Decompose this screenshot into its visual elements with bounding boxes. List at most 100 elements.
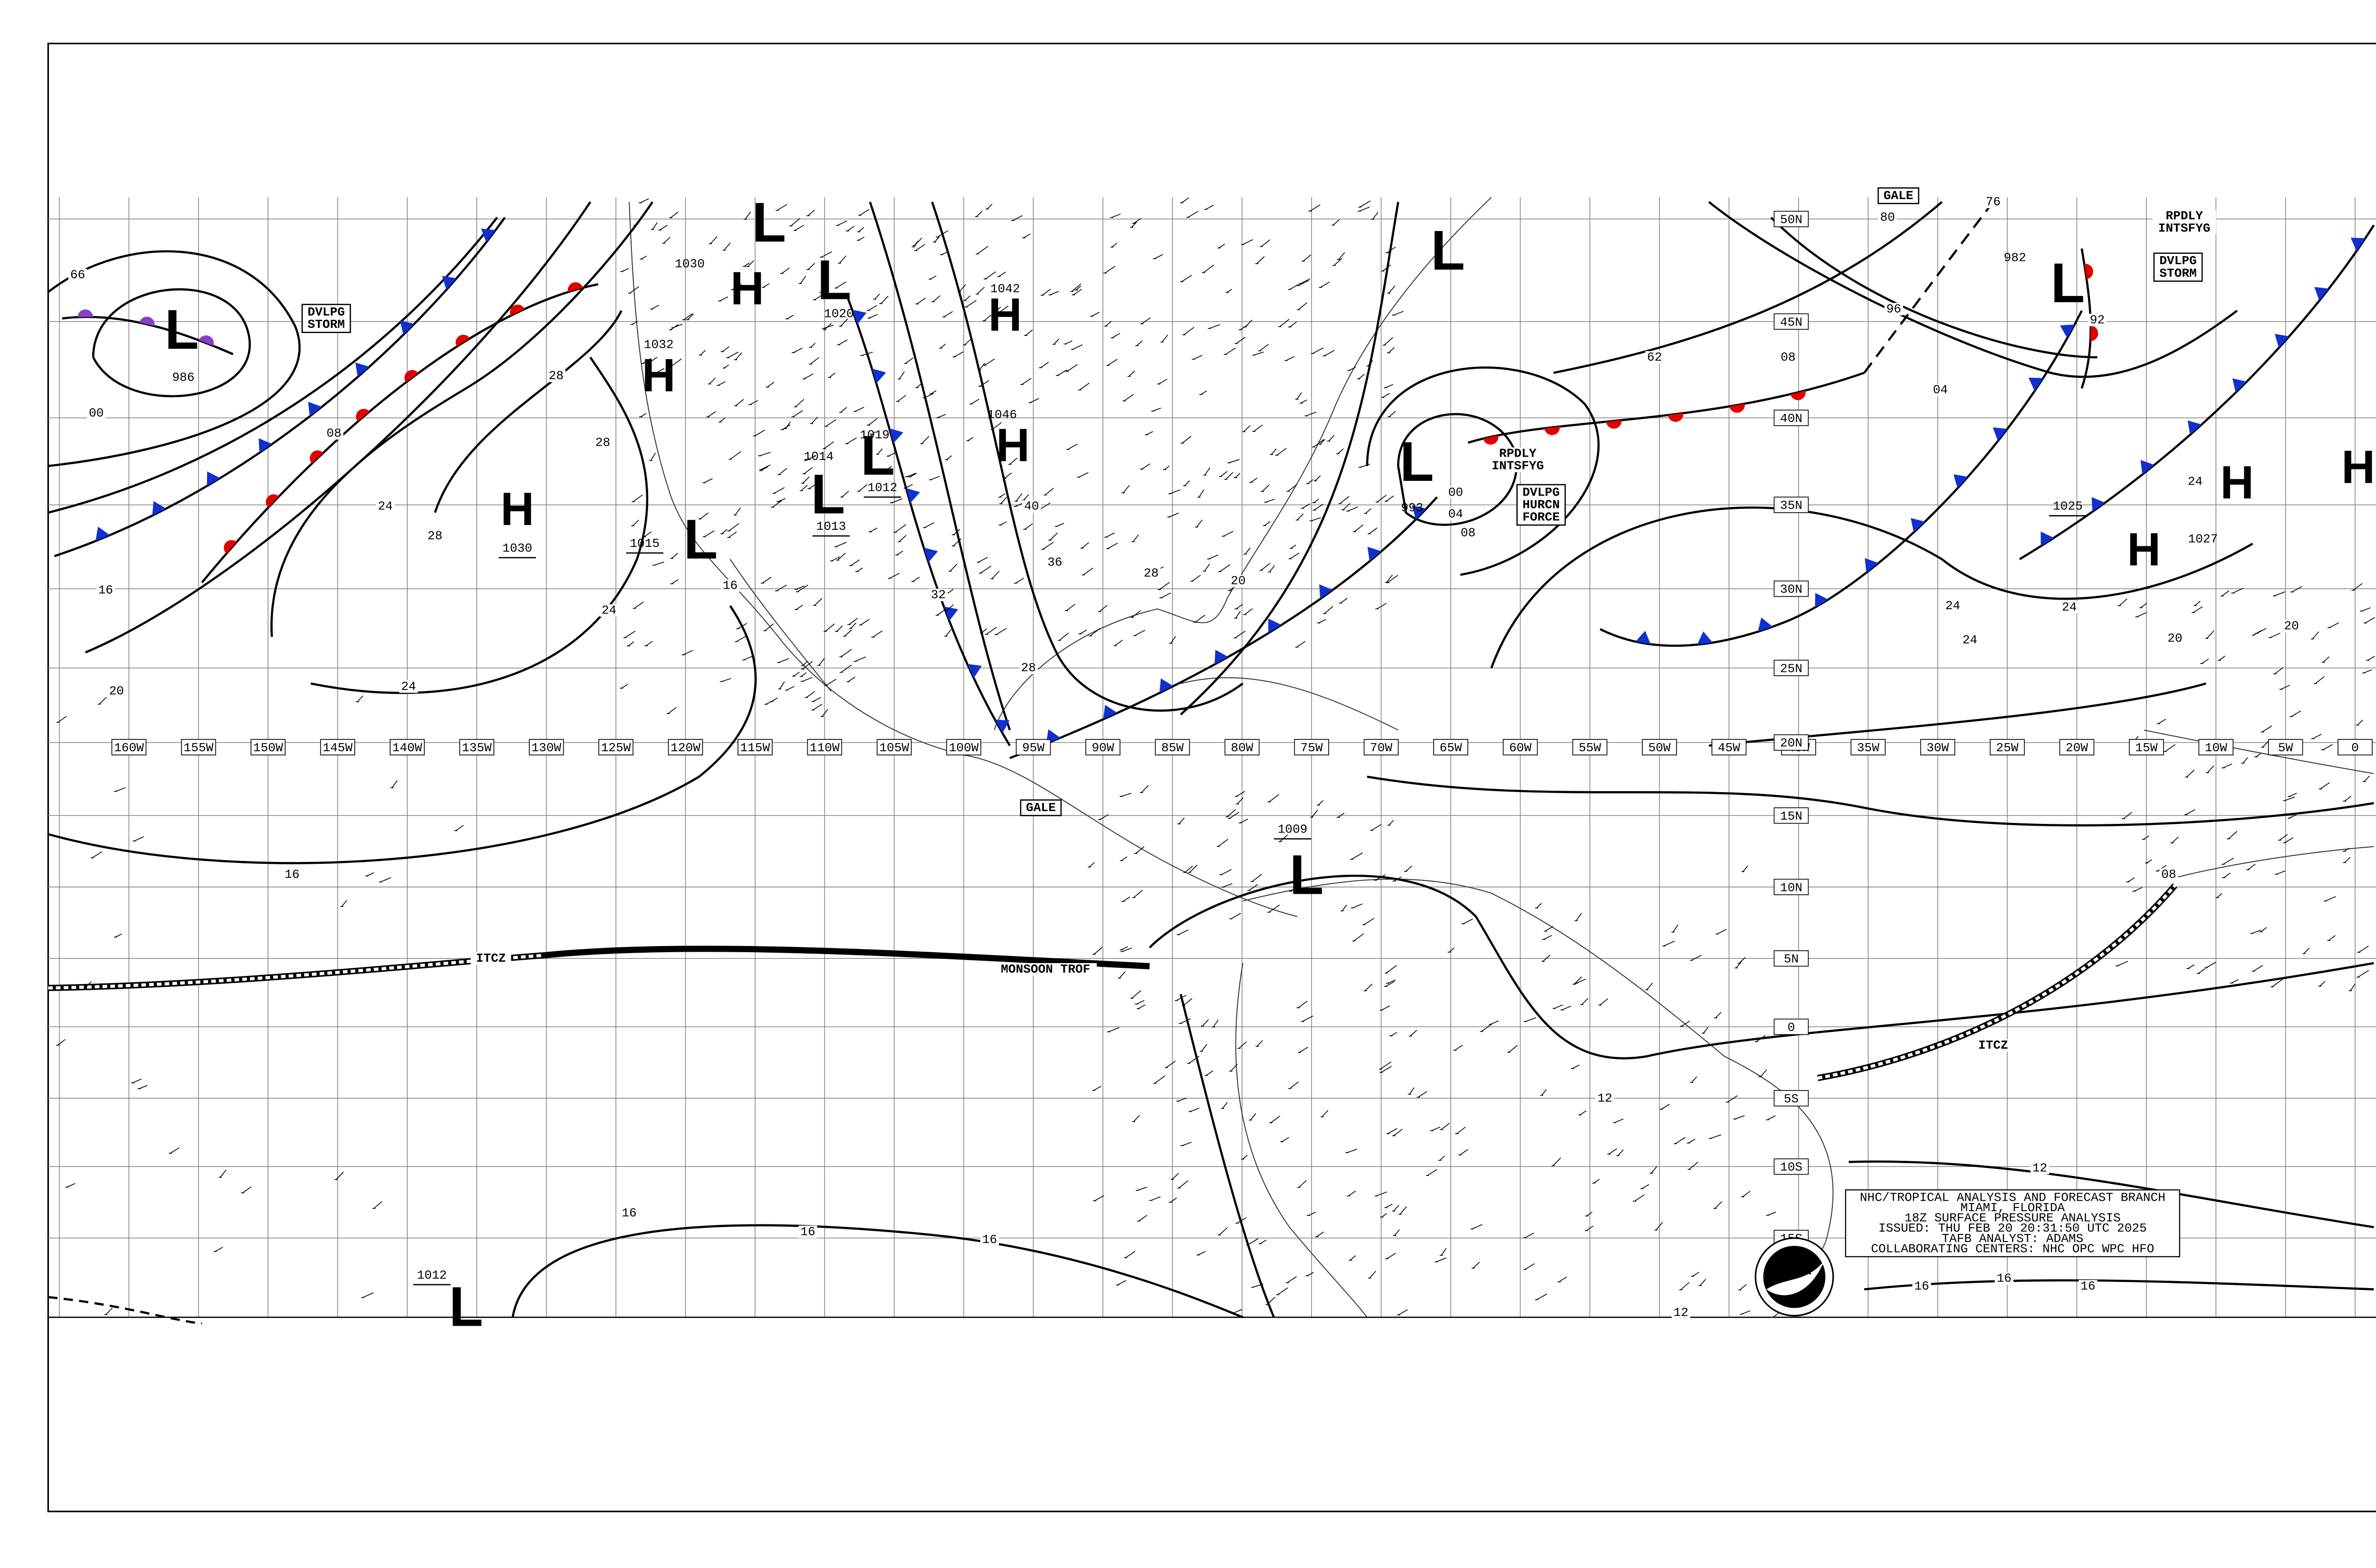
station-plot (1317, 619, 1326, 624)
station-plot (1540, 1089, 1547, 1096)
station-plot (1028, 398, 1039, 403)
isobar-label: 12 (1597, 1091, 1612, 1105)
lon-label: 60W (1509, 741, 1532, 755)
station-plot (929, 275, 937, 280)
station-plot (1218, 564, 1231, 572)
station-plot (1374, 1191, 1388, 1196)
station-plot (794, 585, 805, 590)
station-plot (1654, 1222, 1663, 1231)
station-plot (839, 407, 847, 413)
isobar-label-bg (2088, 314, 2107, 326)
station-plot (1398, 1206, 1407, 1215)
station-plot (1580, 998, 1589, 1005)
station-plot (1111, 333, 1121, 338)
station-plot (1080, 542, 1089, 549)
station-plot (2135, 612, 2147, 618)
warm-front-symbol (567, 282, 583, 292)
cold-front-symbol (355, 362, 370, 377)
pressure-center: L (2050, 251, 2085, 314)
station-plot (1371, 212, 1379, 220)
station-plot (1088, 862, 1095, 868)
station-plot (1264, 498, 1275, 503)
station-plot (1066, 443, 1078, 450)
info-line: ISSUED: THU FEB 20 20:31:50 UTC 2025 (1878, 1221, 2147, 1235)
station-plot (1120, 856, 1128, 861)
isobar-label: 24 (1945, 599, 1960, 613)
station-plot (1252, 424, 1263, 432)
station-plot (2145, 859, 2152, 864)
station-plot (104, 1308, 113, 1315)
isobar-label-bg (1022, 500, 1041, 513)
isobar-label-bg (1645, 351, 1664, 364)
lon-label-box (1363, 739, 1399, 755)
isobar (270, 201, 653, 637)
station-plot (1733, 1115, 1745, 1120)
isobar-label: 16 (285, 868, 299, 882)
isobar (1180, 201, 1399, 716)
isobar-label: 16 (982, 1233, 997, 1247)
station-plot (620, 268, 629, 272)
station-plot (792, 347, 803, 354)
station-plot (1169, 636, 1176, 644)
lon-label-box (2129, 739, 2164, 755)
station-plot (1160, 335, 1169, 343)
station-plot (1702, 1027, 1709, 1034)
station-plot (2261, 725, 2272, 733)
station-plot (884, 466, 892, 471)
station-plot (1385, 574, 1393, 583)
station-plot (2142, 835, 2149, 840)
station-plot (811, 697, 821, 702)
annotation-bg (470, 952, 511, 965)
station-plot (799, 485, 808, 491)
station-plot (1375, 603, 1387, 610)
station-plot (1363, 984, 1373, 991)
station-plot (1157, 379, 1168, 385)
station-plot (1306, 479, 1313, 484)
station-plot (1258, 1240, 1267, 1244)
station-plot (809, 357, 819, 365)
station-plot (2318, 981, 2326, 987)
station-plot (801, 660, 808, 666)
station-plot (759, 464, 771, 470)
lon-label: 120W (671, 741, 700, 755)
station-plot (801, 661, 813, 669)
station-plot (1132, 218, 1141, 224)
station-plot (2241, 757, 2248, 764)
lon-label-box (1294, 739, 1329, 755)
station-plot (762, 283, 770, 288)
isobar-label-bg (1458, 526, 1478, 539)
station-plot (2191, 606, 2203, 613)
isobar (1179, 994, 1275, 1318)
station-plot (775, 584, 787, 592)
station-plot (1217, 839, 1228, 847)
station-plot (898, 371, 905, 380)
station-plot (1110, 242, 1117, 248)
station-plot (1052, 338, 1059, 345)
station-plot (1304, 411, 1316, 417)
pressure-value: 1012 (417, 1268, 447, 1282)
station-plot (857, 484, 868, 492)
station-plot (334, 1171, 344, 1180)
station-plot (1302, 254, 1311, 262)
lon-label-box (1990, 739, 2025, 755)
station-plot (2170, 836, 2179, 843)
station-plot (706, 411, 716, 418)
station-plot (836, 220, 847, 226)
station-plot (1523, 1233, 1534, 1238)
station-plot (1054, 523, 1064, 527)
station-plot (849, 622, 857, 629)
lon-label: 10W (2205, 741, 2227, 755)
station-plot (1107, 1027, 1120, 1033)
station-plot (627, 641, 634, 647)
station-plot (1305, 1272, 1314, 1276)
station-plot (1098, 814, 1109, 820)
station-plot (133, 836, 144, 841)
station-plot (1346, 507, 1359, 512)
station-plot (785, 686, 795, 691)
station-plot (2231, 588, 2243, 594)
station-plot (876, 448, 883, 455)
cold-front-symbol (852, 309, 867, 325)
station-plot (1280, 1137, 1289, 1142)
annotation: RPDLY (1499, 447, 1537, 461)
station-plot (1319, 281, 1330, 288)
